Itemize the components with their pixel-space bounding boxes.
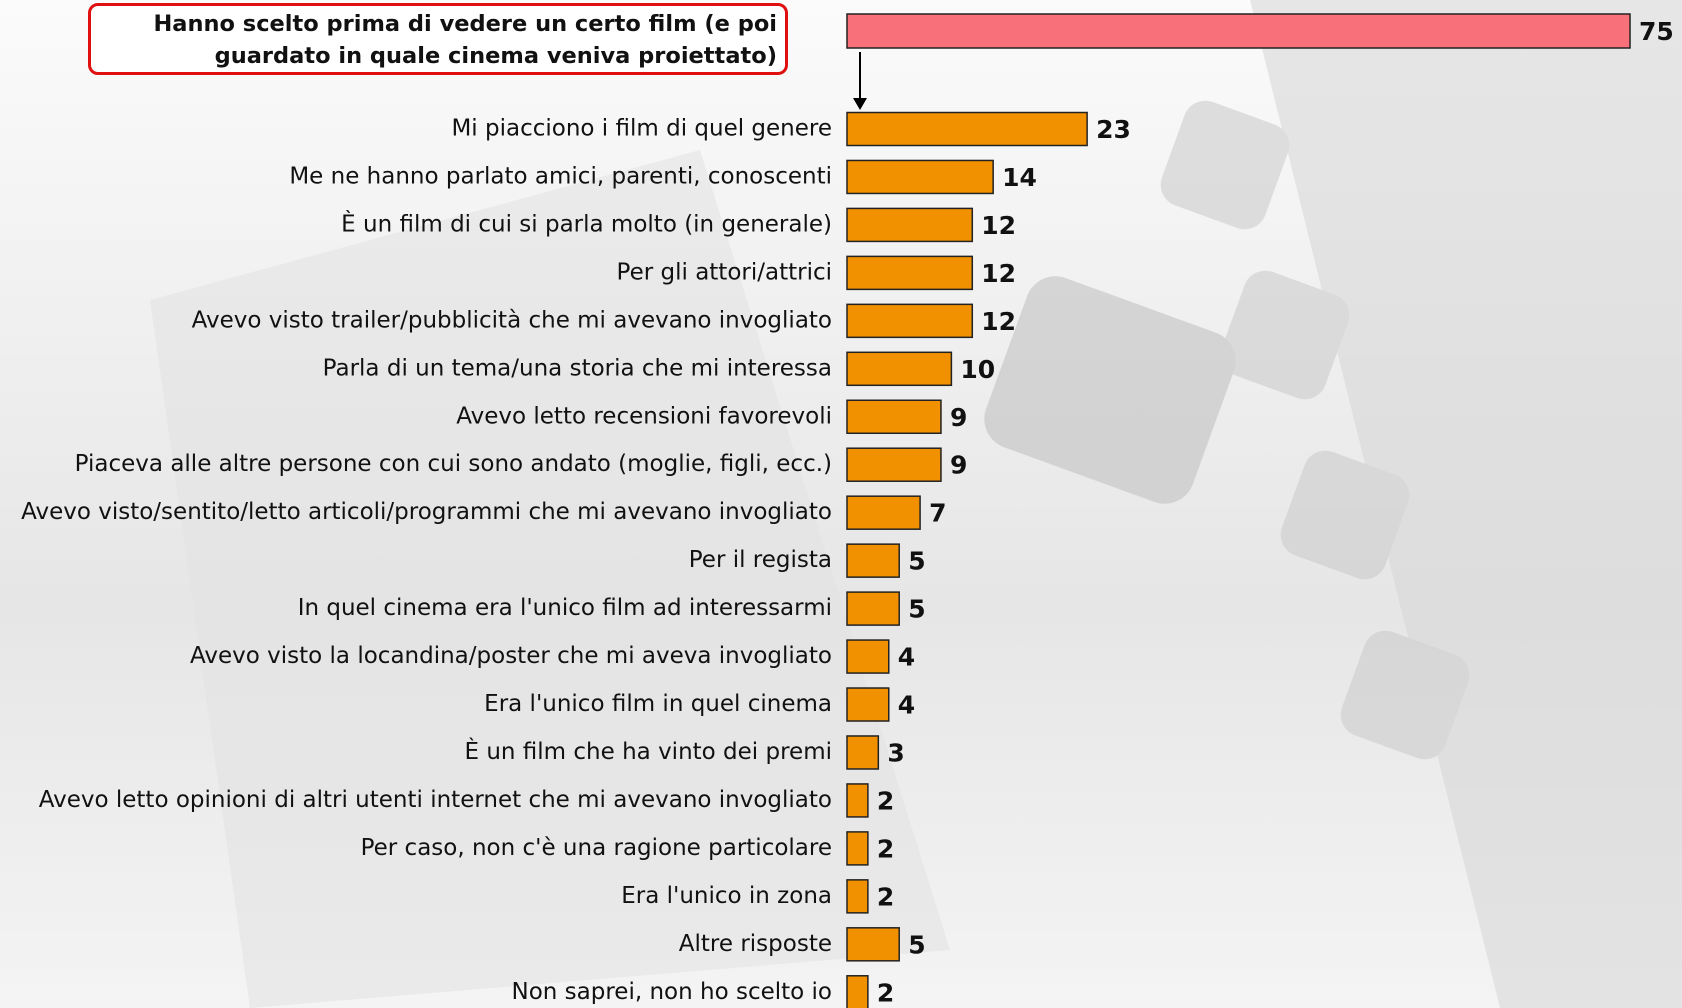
- value-label: 14: [1002, 163, 1037, 192]
- category-label: Altre risposte: [679, 931, 832, 957]
- category-label: Avevo letto recensioni favorevoli: [456, 403, 832, 429]
- value-label: 2: [877, 786, 894, 815]
- category-label: Era l'unico in zona: [621, 883, 832, 909]
- value-label: 23: [1096, 115, 1131, 144]
- value-label: 7: [929, 499, 946, 528]
- category-label: Avevo visto trailer/pubblicità che mi av…: [192, 307, 832, 333]
- arrow-head: [853, 98, 867, 110]
- value-label: 10: [960, 355, 995, 384]
- category-label: Non saprei, non ho scelto io: [512, 979, 832, 1005]
- value-label: 9: [950, 403, 967, 432]
- category-label: Me ne hanno parlato amici, parenti, cono…: [289, 163, 832, 189]
- value-label: 9: [950, 451, 967, 480]
- value-label: 5: [908, 547, 925, 576]
- category-label: Avevo letto opinioni di altri utenti int…: [39, 787, 832, 813]
- chart: 75Mi piacciono i film di quel genere23Me…: [0, 0, 1682, 1008]
- value-label: 5: [908, 595, 925, 624]
- value-label: 12: [981, 307, 1016, 336]
- bar: [847, 592, 899, 625]
- bar: [847, 880, 868, 913]
- category-label: È un film che ha vinto dei premi: [465, 737, 833, 765]
- value-label: 12: [981, 211, 1016, 240]
- category-label: Avevo visto la locandina/poster che mi a…: [190, 643, 832, 669]
- category-label: Avevo visto/sentito/letto articoli/progr…: [21, 499, 832, 525]
- bar: [847, 256, 972, 289]
- bar: [847, 736, 878, 769]
- bar: [847, 400, 941, 433]
- value-label: 4: [898, 691, 915, 720]
- bar: [847, 448, 941, 481]
- bar: [847, 304, 972, 337]
- category-label: Piaceva alle altre persone con cui sono …: [75, 451, 832, 477]
- bar: [847, 544, 899, 577]
- category-label: Per caso, non c'è una ragione particolar…: [361, 835, 832, 861]
- bar: [847, 784, 868, 817]
- category-label: Parla di un tema/una storia che mi inter…: [323, 355, 832, 381]
- bar: [847, 928, 899, 961]
- page: 75Mi piacciono i film di quel genere23Me…: [0, 0, 1682, 1008]
- value-label: 75: [1639, 17, 1674, 46]
- value-label: 2: [877, 978, 894, 1007]
- value-label: 12: [981, 259, 1016, 288]
- value-label: 2: [877, 882, 894, 911]
- category-label: Mi piacciono i film di quel genere: [451, 116, 832, 142]
- bar: [847, 976, 868, 1008]
- bar: [847, 113, 1087, 146]
- highlight-label: Hanno scelto prima di vedere un certo fi…: [88, 3, 788, 75]
- value-label: 2: [877, 834, 894, 863]
- bar: [847, 352, 951, 385]
- category-label: È un film di cui si parla molto (in gene…: [341, 209, 832, 237]
- bar: [847, 832, 868, 865]
- category-label: In quel cinema era l'unico film ad inter…: [298, 595, 832, 621]
- category-label: Era l'unico film in quel cinema: [484, 691, 832, 717]
- value-label: 5: [908, 930, 925, 959]
- bar: [847, 496, 920, 529]
- value-label: 3: [887, 738, 904, 767]
- bar: [847, 640, 889, 673]
- bar: [847, 160, 993, 193]
- value-label: 4: [898, 643, 915, 672]
- bar: [847, 208, 972, 241]
- bar: [847, 688, 889, 721]
- category-label: Per gli attori/attrici: [617, 259, 832, 285]
- category-label: Per il regista: [689, 547, 832, 573]
- bar: [847, 14, 1630, 48]
